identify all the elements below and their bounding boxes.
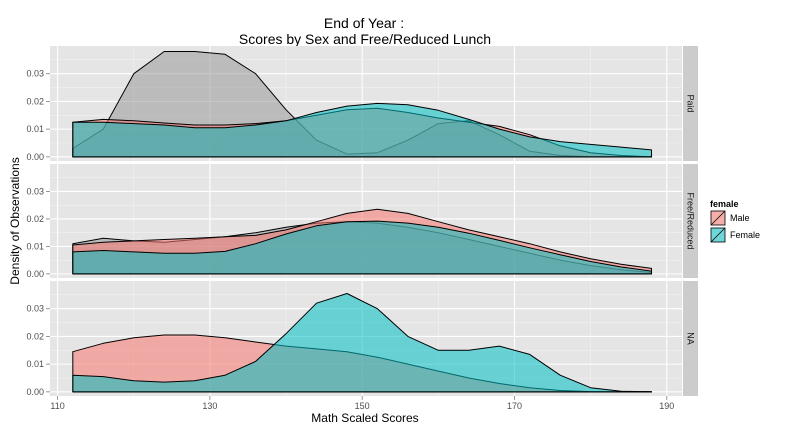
facet-strip-label: NA: [686, 332, 696, 345]
legend-key-slash: [710, 210, 726, 226]
y-tick-label: 0.00: [26, 387, 44, 397]
y-tick-label: 0.03: [26, 69, 44, 79]
facet-strip-label: Free/Reduced: [686, 192, 696, 249]
y-tick-label: 0.03: [26, 304, 44, 314]
density-area-female: [72, 220, 653, 275]
legend-label-female: Female: [730, 230, 760, 240]
facet-panel: 0.00 0.01 0.02 0.03 Paid: [26, 46, 698, 162]
y-tick-label: 0.01: [26, 241, 44, 251]
y-tick-label: 0.03: [26, 186, 44, 196]
x-tick-label: 130: [202, 401, 217, 411]
x-tick-label: 150: [355, 401, 370, 411]
facet-strip: [683, 164, 698, 278]
density-area-female: [72, 102, 653, 158]
y-tick-label: 0.01: [26, 359, 44, 369]
x-tick-label: 190: [659, 401, 674, 411]
facet-panel: 0.00 0.01 0.02 0.03 NA: [26, 281, 698, 397]
x-axis: 110 130 150 170 190: [50, 396, 674, 411]
chart-subtitle: Scores by Sex and Free/Reduced Lunch: [239, 31, 491, 47]
y-tick-label: 0.00: [26, 269, 44, 279]
y-tick-label: 0.02: [26, 96, 44, 106]
legend-title: female: [710, 199, 739, 209]
chart-title: End of Year :: [324, 15, 404, 31]
legend: female Male Female: [709, 199, 760, 244]
facet-panels: 0.00 0.01 0.02 0.03 Paid 0.00 0.01 0.02 0.03 Free…: [26, 46, 698, 397]
y-tick-label: 0.02: [26, 214, 44, 224]
facet-panel: 0.00 0.01 0.02 0.03 Free/Reduced: [26, 164, 698, 279]
y-tick-label: 0.01: [26, 124, 44, 134]
legend-entries: Male Female: [709, 209, 760, 244]
facet-strip: [683, 281, 698, 396]
facet-strip-label: Paid: [686, 94, 696, 112]
x-tick-label: 110: [50, 401, 64, 411]
legend-key-slash: [710, 227, 726, 243]
legend-label-male: Male: [730, 213, 750, 223]
facet-strip: [683, 46, 698, 161]
y-axis-title: Density of Observations: [8, 157, 22, 284]
x-axis-title: Math Scaled Scores: [311, 411, 418, 425]
y-tick-label: 0.02: [26, 331, 44, 341]
y-tick-label: 0.00: [26, 152, 44, 162]
density-area-female: [72, 293, 653, 393]
x-tick-label: 170: [507, 401, 522, 411]
